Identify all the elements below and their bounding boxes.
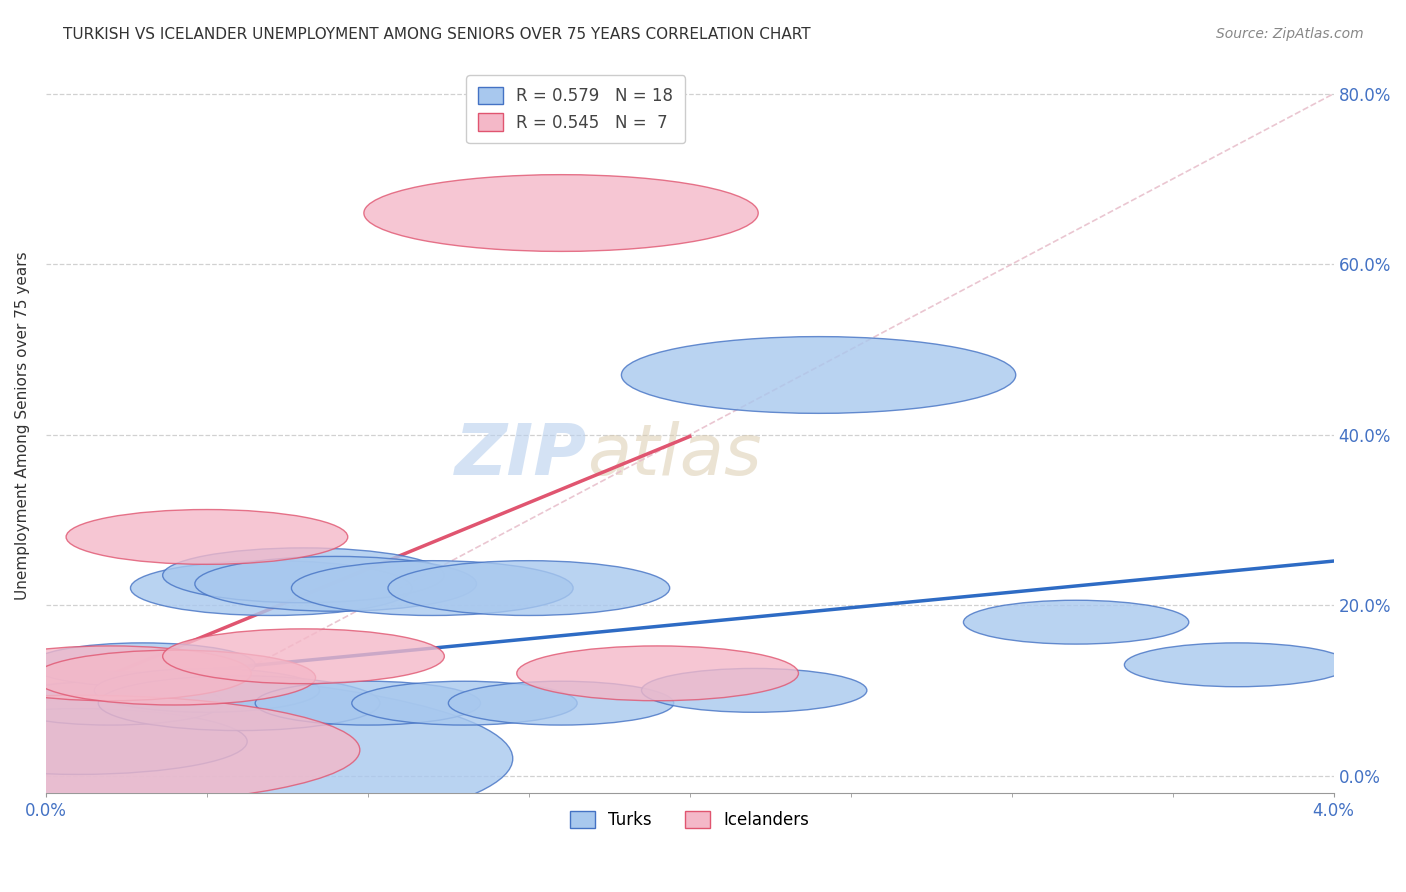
Ellipse shape: [1125, 643, 1350, 687]
Ellipse shape: [621, 336, 1015, 413]
Ellipse shape: [30, 643, 256, 687]
Ellipse shape: [163, 629, 444, 683]
Ellipse shape: [66, 509, 347, 565]
Ellipse shape: [449, 681, 673, 725]
Ellipse shape: [388, 561, 669, 615]
Ellipse shape: [163, 548, 444, 603]
Text: TURKISH VS ICELANDER UNEMPLOYMENT AMONG SENIORS OVER 75 YEARS CORRELATION CHART: TURKISH VS ICELANDER UNEMPLOYMENT AMONG …: [63, 27, 811, 42]
Ellipse shape: [34, 650, 315, 705]
Ellipse shape: [0, 708, 247, 774]
Ellipse shape: [0, 646, 252, 701]
Text: atlas: atlas: [586, 421, 762, 490]
Text: Source: ZipAtlas.com: Source: ZipAtlas.com: [1216, 27, 1364, 41]
Ellipse shape: [195, 557, 477, 611]
Y-axis label: Unemployment Among Seniors over 75 years: Unemployment Among Seniors over 75 years: [15, 252, 30, 600]
Ellipse shape: [364, 175, 758, 252]
Ellipse shape: [131, 561, 412, 615]
Text: ZIP: ZIP: [454, 421, 586, 490]
Ellipse shape: [98, 676, 380, 731]
Ellipse shape: [94, 668, 319, 713]
Ellipse shape: [517, 646, 799, 701]
Ellipse shape: [0, 695, 360, 805]
Ellipse shape: [963, 600, 1189, 644]
Ellipse shape: [0, 681, 224, 725]
Ellipse shape: [352, 681, 576, 725]
Ellipse shape: [256, 681, 481, 725]
Ellipse shape: [641, 668, 868, 713]
Legend: Turks, Icelanders: Turks, Icelanders: [564, 804, 817, 836]
Ellipse shape: [0, 671, 513, 847]
Ellipse shape: [291, 561, 574, 615]
